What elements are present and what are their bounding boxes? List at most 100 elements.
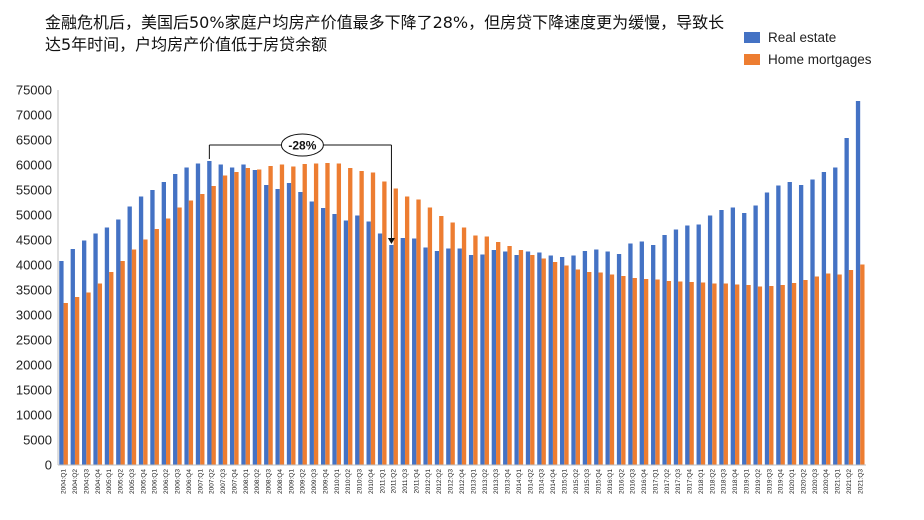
bar-home-mortgages bbox=[814, 276, 819, 465]
bar-home-mortgages bbox=[587, 272, 592, 465]
bar-home-mortgages bbox=[803, 280, 808, 465]
bar-real-estate bbox=[264, 185, 269, 465]
bar-real-estate bbox=[707, 215, 713, 465]
bar-real-estate bbox=[229, 167, 235, 465]
bar-real-estate bbox=[833, 167, 838, 465]
x-tick-label: 2015:Q1 bbox=[561, 469, 568, 494]
bar-home-mortgages bbox=[735, 284, 740, 465]
x-tick-label: 2006:Q2 bbox=[163, 469, 170, 494]
bar-home-mortgages bbox=[200, 194, 205, 465]
bar-home-mortgages bbox=[746, 285, 751, 465]
bar-real-estate bbox=[389, 245, 394, 465]
bar-real-estate bbox=[798, 185, 804, 465]
bar-real-estate bbox=[605, 251, 610, 465]
bar-home-mortgages bbox=[177, 207, 182, 465]
bar-home-mortgages bbox=[348, 168, 353, 465]
bar-home-mortgages bbox=[609, 274, 615, 465]
x-tick-label: 2007:Q3 bbox=[220, 469, 227, 494]
bar-real-estate bbox=[571, 255, 576, 465]
x-tick-label: 2018:Q4 bbox=[732, 469, 739, 494]
x-tick-label: 2018:Q3 bbox=[721, 469, 728, 494]
x-tick-label: 2021:Q3 bbox=[857, 469, 864, 494]
x-tick-label: 2019:Q1 bbox=[744, 469, 751, 494]
bar-home-mortgages bbox=[234, 172, 239, 465]
bar-real-estate bbox=[366, 221, 371, 465]
x-tick-label: 2020:Q4 bbox=[823, 469, 830, 494]
bar-home-mortgages bbox=[439, 216, 444, 465]
x-tick-label: 2005:Q1 bbox=[106, 469, 113, 494]
bar-real-estate bbox=[810, 179, 815, 465]
y-tick-label: 10000 bbox=[16, 408, 52, 423]
bar-home-mortgages bbox=[291, 166, 296, 465]
bar-real-estate bbox=[514, 255, 519, 465]
bar-real-estate bbox=[184, 167, 189, 465]
bar-home-mortgages bbox=[666, 281, 672, 465]
bar-real-estate bbox=[286, 183, 292, 465]
bar-home-mortgages bbox=[507, 246, 512, 465]
bar-real-estate bbox=[104, 227, 110, 465]
bar-home-mortgages bbox=[131, 249, 137, 465]
bar-home-mortgages bbox=[791, 283, 797, 465]
x-tick-label: 2007:Q4 bbox=[231, 469, 238, 494]
x-tick-label: 2011:Q2 bbox=[391, 469, 398, 494]
x-tick-label: 2017:Q2 bbox=[664, 469, 671, 494]
bar-home-mortgages bbox=[700, 282, 706, 465]
bar-real-estate bbox=[764, 192, 770, 465]
bar-home-mortgages bbox=[268, 166, 273, 465]
bar-home-mortgages bbox=[575, 269, 581, 465]
x-tick-label: 2016:Q4 bbox=[641, 469, 648, 494]
bar-real-estate bbox=[559, 257, 565, 465]
x-tick-label: 2020:Q3 bbox=[812, 469, 819, 494]
bar-real-estate bbox=[195, 163, 201, 465]
bar-real-estate bbox=[150, 190, 155, 465]
bar-real-estate bbox=[594, 249, 599, 465]
legend-item-home-mortgages: Home mortgages bbox=[744, 48, 872, 70]
bar-home-mortgages bbox=[826, 273, 831, 465]
bar-real-estate bbox=[730, 207, 736, 465]
x-tick-label: 2020:Q1 bbox=[789, 469, 796, 494]
x-tick-label: 2021:Q2 bbox=[846, 469, 853, 494]
y-tick-label: 60000 bbox=[16, 158, 52, 173]
bar-real-estate bbox=[662, 235, 667, 465]
bar-real-estate bbox=[787, 182, 792, 465]
x-tick-label: 2018:Q2 bbox=[709, 469, 716, 494]
y-tick-label: 75000 bbox=[16, 83, 52, 98]
bar-real-estate bbox=[844, 138, 849, 465]
bar-home-mortgages bbox=[530, 255, 535, 465]
bar-home-mortgages bbox=[245, 168, 250, 465]
x-tick-label: 2007:Q1 bbox=[197, 469, 204, 494]
annotation-arrowhead bbox=[387, 238, 395, 244]
x-tick-label: 2013:Q4 bbox=[505, 469, 512, 494]
x-tick-label: 2016:Q3 bbox=[630, 469, 637, 494]
x-tick-label: 2017:Q3 bbox=[675, 469, 682, 494]
bar-real-estate bbox=[719, 210, 724, 465]
x-tick-label: 2005:Q3 bbox=[129, 469, 136, 494]
x-tick-label: 2005:Q4 bbox=[140, 469, 147, 494]
bar-home-mortgages bbox=[427, 207, 433, 465]
bar-real-estate bbox=[651, 245, 656, 465]
bar-home-mortgages bbox=[393, 188, 398, 465]
bar-real-estate bbox=[673, 229, 679, 465]
x-tick-label: 2015:Q4 bbox=[596, 469, 603, 494]
chart-title: 金融危机后，美国后50%家庭户均房产价值最多下降了28%，但房贷下降速度更为缓慢… bbox=[45, 13, 725, 54]
bar-home-mortgages bbox=[598, 272, 603, 465]
bar-home-mortgages bbox=[370, 172, 376, 465]
x-tick-label: 2010:Q3 bbox=[357, 469, 364, 494]
x-tick-label: 2011:Q1 bbox=[379, 469, 386, 494]
bar-real-estate bbox=[355, 215, 360, 465]
y-tick-label: 40000 bbox=[16, 258, 52, 273]
x-tick-label: 2017:Q1 bbox=[652, 469, 659, 494]
x-tick-label: 2019:Q4 bbox=[778, 469, 785, 494]
bar-home-mortgages bbox=[450, 222, 455, 465]
x-tick-label: 2014:Q4 bbox=[550, 469, 557, 494]
x-tick-label: 2021:Q1 bbox=[835, 469, 842, 494]
bar-home-mortgages bbox=[621, 276, 626, 465]
x-tick-label: 2009:Q2 bbox=[300, 469, 307, 494]
bar-home-mortgages bbox=[382, 181, 387, 465]
bar-home-mortgages bbox=[689, 282, 694, 465]
y-tick-label: 65000 bbox=[16, 133, 52, 148]
bar-real-estate bbox=[332, 214, 337, 465]
y-tick-label: 0 bbox=[45, 458, 52, 473]
x-tick-label: 2008:Q1 bbox=[243, 469, 250, 494]
